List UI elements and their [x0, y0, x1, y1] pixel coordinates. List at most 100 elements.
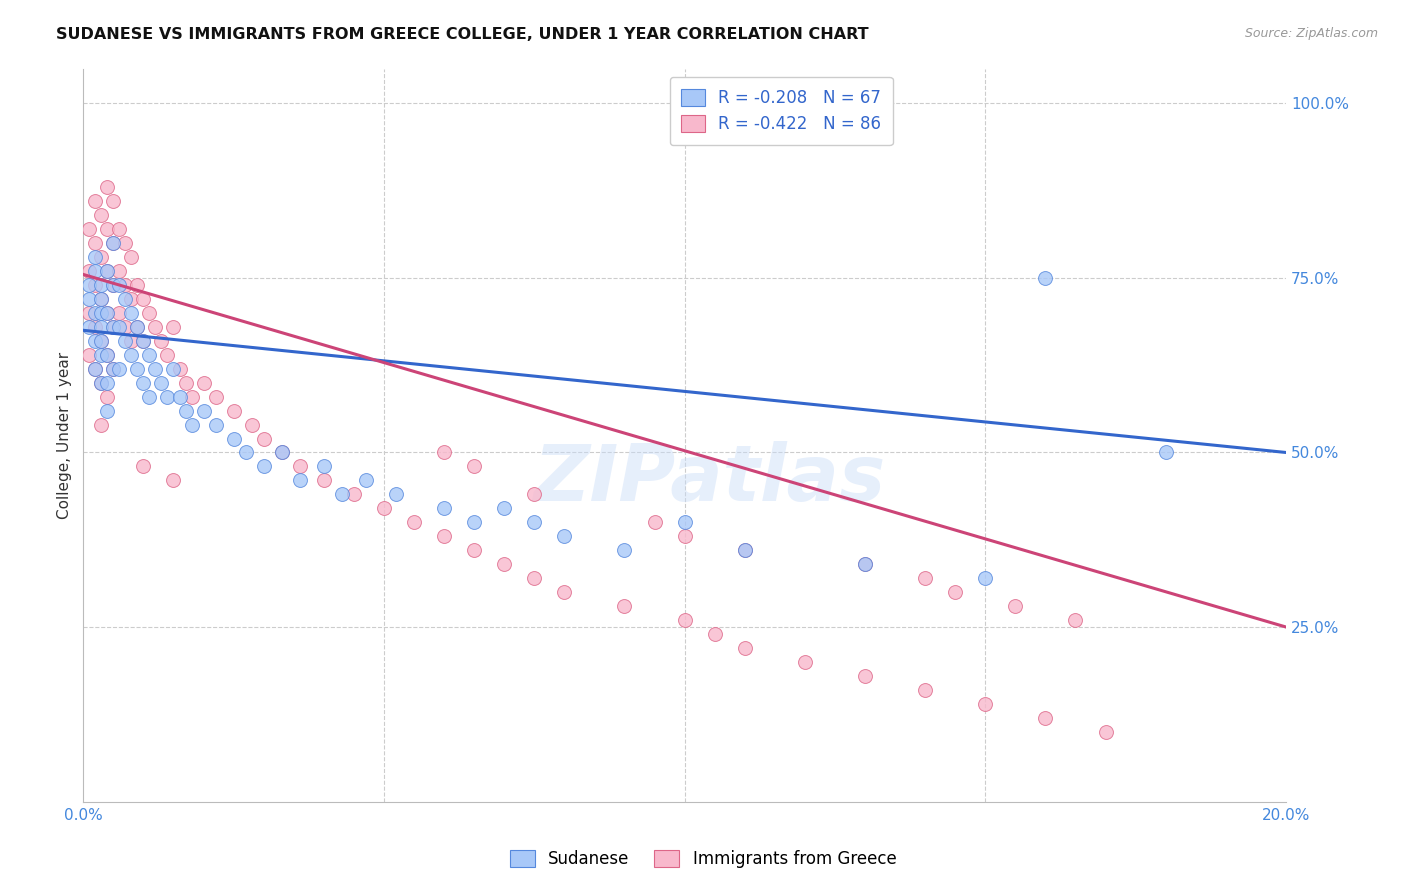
Point — [90, 250, 112, 264]
Point — [523, 516, 546, 530]
Point — [673, 613, 696, 627]
Point — [120, 334, 142, 348]
Point — [132, 334, 155, 348]
Point — [1035, 711, 1057, 725]
Point — [79, 292, 101, 306]
Point — [79, 306, 101, 320]
Point — [114, 235, 136, 250]
Y-axis label: College, Under 1 year: College, Under 1 year — [58, 351, 72, 518]
Point — [156, 390, 179, 404]
Point — [84, 334, 107, 348]
Point — [433, 529, 456, 543]
Point — [1064, 613, 1087, 627]
Point — [330, 487, 353, 501]
Point — [288, 474, 311, 488]
Point — [174, 376, 197, 390]
Point — [703, 627, 725, 641]
Point — [193, 403, 215, 417]
Point — [90, 376, 112, 390]
Point — [673, 516, 696, 530]
Point — [84, 264, 107, 278]
Point — [90, 277, 112, 292]
Point — [1035, 271, 1057, 285]
Point — [162, 361, 184, 376]
Text: Source: ZipAtlas.com: Source: ZipAtlas.com — [1244, 27, 1378, 40]
Point — [253, 432, 276, 446]
Point — [90, 306, 112, 320]
Point — [132, 459, 155, 474]
Point — [354, 474, 377, 488]
Point — [120, 306, 142, 320]
Point — [145, 361, 167, 376]
Point — [90, 417, 112, 432]
Point — [162, 474, 184, 488]
Point — [103, 319, 125, 334]
Point — [734, 640, 756, 655]
Point — [644, 516, 666, 530]
Point — [180, 390, 202, 404]
Point — [853, 557, 876, 571]
Point — [114, 277, 136, 292]
Point — [974, 697, 997, 711]
Point — [90, 334, 112, 348]
Point — [402, 516, 425, 530]
Point — [523, 571, 546, 585]
Point — [84, 306, 107, 320]
Point — [222, 403, 245, 417]
Point — [343, 487, 366, 501]
Point — [84, 319, 107, 334]
Point — [943, 585, 966, 599]
Point — [156, 348, 179, 362]
Point — [138, 390, 160, 404]
Point — [132, 334, 155, 348]
Point — [150, 376, 173, 390]
Point — [734, 543, 756, 558]
Point — [613, 543, 636, 558]
Point — [103, 235, 125, 250]
Point — [103, 235, 125, 250]
Text: SUDANESE VS IMMIGRANTS FROM GREECE COLLEGE, UNDER 1 YEAR CORRELATION CHART: SUDANESE VS IMMIGRANTS FROM GREECE COLLE… — [56, 27, 869, 42]
Point — [433, 445, 456, 459]
Point — [150, 334, 173, 348]
Point — [108, 306, 131, 320]
Point — [90, 348, 112, 362]
Point — [103, 361, 125, 376]
Point — [90, 208, 112, 222]
Point — [235, 445, 257, 459]
Point — [523, 487, 546, 501]
Point — [132, 292, 155, 306]
Point — [108, 319, 131, 334]
Point — [103, 277, 125, 292]
Point — [463, 516, 485, 530]
Point — [79, 277, 101, 292]
Point — [793, 655, 815, 669]
Point — [103, 277, 125, 292]
Point — [138, 306, 160, 320]
Point — [463, 543, 485, 558]
Point — [84, 361, 107, 376]
Point — [96, 403, 118, 417]
Point — [312, 474, 335, 488]
Point — [1094, 724, 1116, 739]
Point — [96, 376, 118, 390]
Point — [96, 390, 118, 404]
Point — [90, 292, 112, 306]
Point — [914, 571, 936, 585]
Point — [433, 501, 456, 516]
Point — [96, 222, 118, 236]
Point — [463, 459, 485, 474]
Point — [120, 292, 142, 306]
Point — [193, 376, 215, 390]
Point — [1004, 599, 1026, 613]
Point — [96, 348, 118, 362]
Point — [145, 319, 167, 334]
Point — [108, 277, 131, 292]
Point — [853, 557, 876, 571]
Point — [253, 459, 276, 474]
Point — [270, 445, 292, 459]
Point — [108, 222, 131, 236]
Point — [79, 222, 101, 236]
Point — [96, 264, 118, 278]
Point — [90, 376, 112, 390]
Legend: Sudanese, Immigrants from Greece: Sudanese, Immigrants from Greece — [503, 843, 903, 875]
